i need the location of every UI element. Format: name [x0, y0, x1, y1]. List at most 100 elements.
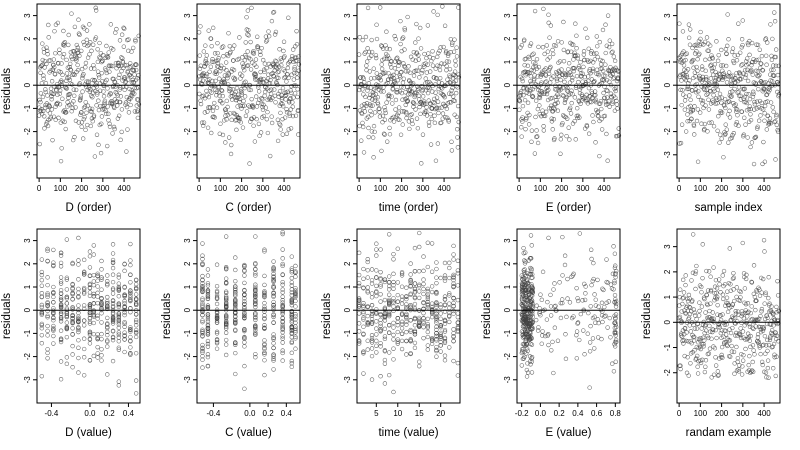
data-point [438, 330, 443, 336]
data-point [711, 93, 716, 98]
data-point [440, 116, 445, 121]
data-point [128, 329, 133, 334]
data-point [239, 73, 245, 78]
data-point [223, 276, 229, 281]
data-point [447, 319, 452, 325]
data-point [403, 69, 409, 74]
data-point [286, 75, 291, 80]
data-point [723, 122, 728, 127]
data-point [541, 124, 546, 129]
y-tick-label: -1 [663, 343, 672, 351]
data-point [395, 316, 400, 321]
data-point [759, 290, 764, 295]
data-point [520, 300, 526, 305]
data-point [734, 285, 739, 290]
data-point [76, 294, 81, 299]
data-point [706, 48, 711, 53]
data-point [561, 93, 566, 99]
data-point [211, 114, 216, 119]
data-point [746, 368, 752, 373]
data-point [703, 364, 708, 369]
data-point [262, 289, 267, 294]
data-point [43, 89, 48, 95]
data-point [404, 329, 409, 335]
data-point [408, 272, 413, 277]
data-point [435, 54, 440, 60]
data-point [87, 310, 93, 316]
data-point [273, 29, 279, 35]
data-point [394, 70, 399, 75]
data-point [129, 80, 135, 85]
data-point [198, 98, 203, 103]
data-point [81, 323, 87, 328]
data-point [76, 262, 81, 267]
data-point [289, 324, 294, 329]
data-point [223, 300, 229, 305]
data-point [365, 257, 370, 262]
data-point [60, 55, 66, 60]
data-point [520, 324, 526, 329]
data-point [694, 317, 699, 322]
data-point [700, 77, 706, 83]
data-point [228, 151, 234, 157]
data-point [208, 105, 213, 110]
data-point [557, 280, 562, 285]
data-point [253, 73, 258, 78]
plot-frame [516, 228, 621, 404]
data-point [605, 325, 610, 330]
data-point [714, 83, 719, 88]
data-point [451, 296, 456, 301]
data-point [69, 11, 74, 16]
data-point [81, 136, 86, 141]
data-point [708, 43, 713, 48]
data-point [369, 321, 375, 326]
data-point [440, 92, 445, 97]
data-point [712, 62, 718, 67]
data-point [756, 118, 762, 123]
data-point [764, 375, 769, 380]
data-point [534, 303, 539, 308]
data-point [78, 93, 84, 98]
data-point [709, 55, 715, 60]
y-tick-label: -2 [183, 352, 192, 360]
data-point [231, 67, 237, 73]
data-point [728, 354, 733, 359]
data-point [710, 310, 715, 315]
data-point [528, 362, 533, 367]
data-point [743, 75, 748, 80]
data-point [233, 279, 238, 284]
data-point [200, 277, 205, 282]
data-point [391, 320, 396, 326]
data-point [391, 325, 396, 330]
data-point [529, 139, 534, 144]
data-point [223, 109, 229, 114]
data-point [399, 284, 405, 289]
data-point [429, 336, 435, 342]
data-point [45, 282, 50, 288]
data-point [112, 79, 117, 84]
data-point [214, 290, 220, 295]
data-point [399, 301, 405, 306]
data-point [95, 278, 100, 283]
data-point [760, 328, 766, 334]
data-point [720, 68, 725, 73]
data-point [587, 340, 593, 345]
data-point [362, 109, 368, 114]
data-point [73, 105, 78, 110]
data-point [751, 326, 756, 331]
data-point [760, 89, 765, 94]
data-point [679, 102, 684, 108]
data-point [51, 291, 56, 296]
data-point [722, 96, 728, 102]
data-point [233, 350, 238, 356]
data-point [99, 277, 104, 282]
data-point [526, 332, 531, 337]
data-point [749, 279, 754, 285]
data-point [728, 90, 733, 95]
data-point [205, 319, 211, 324]
data-point [720, 77, 725, 82]
data-point [520, 282, 525, 287]
data-point [439, 61, 444, 66]
plot-frame [356, 228, 461, 404]
